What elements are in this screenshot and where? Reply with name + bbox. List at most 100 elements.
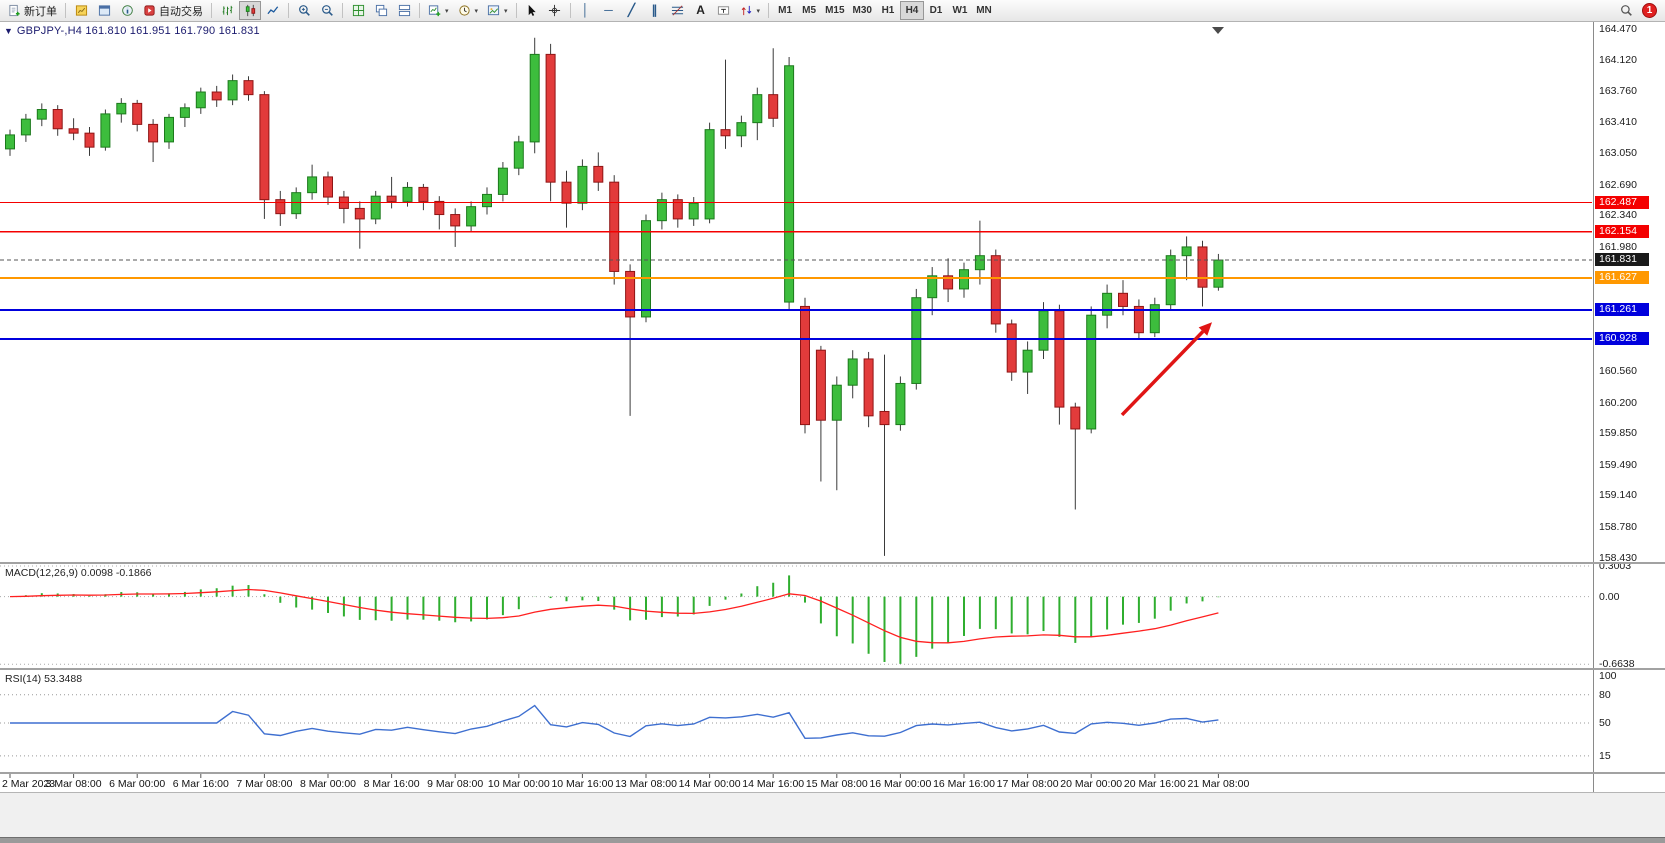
candle-up — [974, 255, 985, 271]
zoom-in-button[interactable] — [293, 1, 315, 20]
red-arrow-annotation[interactable] — [1120, 330, 1205, 417]
line-chart-icon — [266, 6, 278, 15]
pane-splitter[interactable] — [0, 668, 1665, 670]
pane-splitter[interactable] — [0, 562, 1665, 564]
price-tick-label: 159.140 — [1599, 489, 1637, 502]
rsi-axis-label: 80 — [1599, 688, 1611, 701]
chart-line-button[interactable] — [262, 1, 284, 20]
periods-button[interactable]: ▾ — [454, 1, 483, 20]
candle-down — [879, 410, 890, 426]
candle-up — [36, 109, 47, 120]
candle-down — [672, 199, 683, 220]
candle-up — [736, 122, 747, 137]
horizontal-line-tool-button[interactable]: ─ — [598, 1, 620, 20]
price-tick-label: 158.430 — [1599, 551, 1637, 564]
candle-up — [179, 107, 190, 118]
candle-down — [259, 94, 270, 201]
candle-up — [752, 94, 763, 124]
crosshair-button[interactable] — [544, 1, 566, 20]
candle-up — [1213, 259, 1224, 288]
price-tick-label: 163.410 — [1599, 115, 1637, 128]
toolbar: 新订单 自动交易 ▾ ▾ ▾ │ ─ ╱ ∥ A — [0, 0, 1665, 22]
price-tick-label: 164.470 — [1599, 23, 1637, 35]
text-label-icon — [717, 6, 730, 15]
timeframe-button-MN[interactable]: MN — [972, 1, 996, 20]
candle-down — [52, 109, 63, 130]
trendline-tool-button[interactable]: ╱ — [621, 1, 643, 20]
text-label-tool-button[interactable] — [713, 1, 735, 20]
cascade-windows-button[interactable] — [370, 1, 392, 20]
price-axis[interactable]: 164.470 164.120 163.760 163.410 163.050 162.6… — [1593, 22, 1665, 792]
tile-horizontal-button[interactable] — [393, 1, 415, 20]
candle-up — [847, 358, 858, 386]
new-order-button[interactable]: 新订单 — [4, 1, 61, 20]
zoom-in-icon — [298, 5, 310, 16]
chart-candles-button[interactable] — [239, 1, 261, 20]
candle-down — [148, 123, 159, 143]
dropdown-caret-icon: ▾ — [474, 7, 479, 15]
candle-up — [466, 206, 477, 227]
tile-windows-button[interactable] — [347, 1, 369, 20]
candle-up — [100, 113, 111, 148]
candle-down — [943, 275, 954, 290]
text-tool-button[interactable]: A — [690, 1, 712, 20]
symbol-header: ▼ GBPJPY-,H4 161.810 161.951 161.790 161… — [4, 25, 260, 37]
candle-down — [275, 199, 286, 215]
timeframe-button-M15[interactable]: M15 — [821, 1, 848, 20]
templates-button[interactable]: ▾ — [483, 1, 512, 20]
arrows-icon — [741, 5, 751, 16]
arrows-tool-button[interactable]: ▾ — [736, 1, 765, 20]
one-click-trading-toggle[interactable]: ▼ — [4, 26, 13, 36]
timeframe-button-W1[interactable]: W1 — [948, 1, 972, 20]
chart-area: ▼ GBPJPY-,H4 161.810 161.951 161.790 161… — [0, 22, 1665, 843]
toolbar-separator — [515, 3, 517, 18]
timeframe-button-M1[interactable]: M1 — [773, 1, 797, 20]
timeframe-button-H1[interactable]: H1 — [876, 1, 900, 20]
search-icon — [1620, 5, 1632, 16]
timeframe-button-M30[interactable]: M30 — [849, 1, 876, 20]
crosshair-icon — [548, 4, 561, 17]
toolbar-separator — [342, 3, 343, 18]
candle-down — [815, 349, 826, 421]
candle-up — [482, 193, 492, 208]
timeframe-button-D1[interactable]: D1 — [924, 1, 948, 20]
rsi-pane[interactable] — [0, 670, 1592, 772]
price-tick-label: 159.490 — [1599, 458, 1637, 471]
chart-shift-marker[interactable] — [1212, 27, 1224, 34]
search-button[interactable] — [1615, 1, 1637, 20]
candle-down — [625, 270, 636, 318]
timeframe-button-H4[interactable]: H4 — [899, 1, 924, 20]
candle-up — [402, 186, 413, 202]
candle-down — [1006, 323, 1017, 373]
market-watch-icon — [75, 5, 87, 16]
macd-pane[interactable] — [0, 564, 1592, 668]
candle-up — [1165, 255, 1176, 306]
candle-up — [227, 80, 238, 101]
data-window-button[interactable] — [93, 1, 115, 20]
candle-up — [291, 192, 302, 215]
zoom-out-button[interactable] — [316, 1, 338, 20]
autotrade-button[interactable]: 自动交易 — [139, 1, 207, 20]
navigator-button[interactable] — [116, 1, 138, 20]
main-price-pane[interactable] — [0, 22, 1592, 562]
cursor-button[interactable] — [521, 1, 543, 20]
fibonacci-tool-button[interactable] — [667, 1, 689, 20]
notification-badge[interactable]: 1 — [1642, 3, 1657, 18]
channel-tool-button[interactable]: ∥ — [644, 1, 666, 20]
price-tick-label: 164.120 — [1599, 53, 1637, 66]
candle-up — [164, 116, 174, 143]
time-label: 20 Mar 16:00 — [1124, 778, 1186, 790]
price-tag-161.627: 161.627 — [1595, 271, 1649, 285]
chart-bars-button[interactable] — [216, 1, 238, 20]
market-watch-button[interactable] — [70, 1, 92, 20]
timeframe-button-M5[interactable]: M5 — [797, 1, 821, 20]
candle-up — [307, 176, 318, 194]
zoom-out-icon — [321, 5, 333, 16]
vertical-line-tool-button[interactable]: │ — [575, 1, 597, 20]
candle-down — [863, 358, 874, 417]
new-chart-button[interactable]: ▾ — [424, 1, 453, 20]
pane-splitter[interactable] — [0, 772, 1665, 774]
candle-up — [529, 53, 540, 143]
candle-up — [577, 165, 588, 204]
